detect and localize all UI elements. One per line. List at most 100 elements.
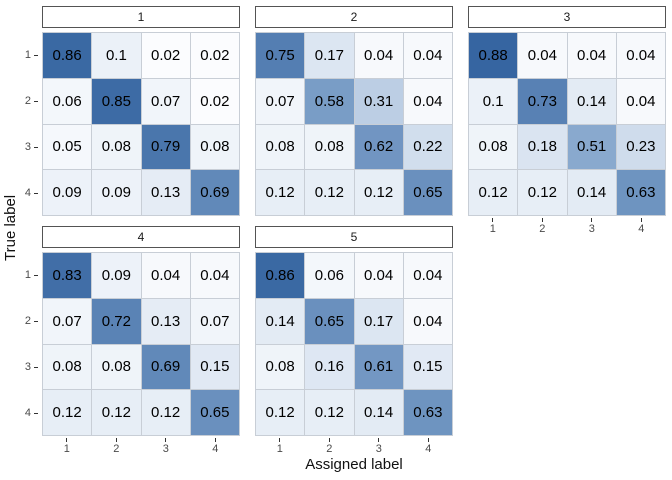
facet-strip: 5	[255, 226, 453, 248]
matrix-cell: 0.08	[305, 124, 355, 171]
x-tick: 3	[141, 438, 191, 464]
matrix-cell: 0.06	[305, 253, 355, 299]
y-axis-ticks: 1 2 3 4	[10, 32, 39, 216]
matrix-cell: 0.58	[305, 78, 355, 125]
matrix-cell: 0.62	[354, 124, 404, 171]
y-tick-mark-icon	[34, 54, 38, 56]
x-tick: 2	[305, 438, 355, 464]
y-tick: 3	[10, 344, 39, 390]
x-tick-label: 1	[63, 443, 70, 455]
matrix-cell: 0.16	[305, 344, 355, 391]
x-tick: 3	[567, 218, 617, 244]
matrix-cell: 0.14	[567, 170, 617, 216]
matrix-cell: 0.17	[354, 298, 404, 345]
matrix-cell: 0.12	[256, 390, 306, 436]
y-tick-mark-icon	[34, 274, 38, 276]
x-tick: 4	[191, 438, 241, 464]
matrix-cell: 0.08	[43, 344, 93, 391]
matrix-cell: 0.79	[141, 124, 191, 171]
y-tick-mark-icon	[34, 320, 38, 322]
matrix-cell: 0.1	[469, 78, 519, 125]
x-tick-label: 4	[638, 223, 645, 235]
x-tick-mark-icon	[165, 438, 167, 442]
matrix-cell: 0.07	[256, 78, 306, 125]
matrix-cell: 0.09	[92, 253, 142, 299]
y-tick-label: 3	[24, 141, 31, 153]
matrix-cell: 0.73	[518, 78, 568, 125]
x-tick: 1	[468, 218, 518, 244]
matrix-cell: 0.86	[256, 253, 306, 299]
matrix-cell: 0.07	[141, 78, 191, 125]
y-tick-label: 2	[24, 315, 31, 327]
y-axis-ticks: 1 2 3 4	[10, 252, 39, 436]
matrix-cell: 0.04	[403, 33, 453, 79]
matrix-cell: 0.08	[92, 344, 142, 391]
matrix-cell: 0.08	[469, 124, 519, 171]
y-tick: 3	[10, 124, 39, 170]
matrix-cell: 0.69	[190, 170, 240, 216]
confusion-matrix: 0.75 0.17 0.04 0.04 0.07 0.58 0.31 0.04 0.08 0.08…	[255, 32, 453, 216]
matrix-cell: 0.07	[190, 298, 240, 345]
facet-strip-label: 1	[137, 10, 145, 24]
x-tick-mark-icon	[214, 438, 216, 442]
matrix-cell: 0.31	[354, 78, 404, 125]
matrix-cell: 0.15	[190, 344, 240, 391]
matrix-cell: 0.04	[190, 253, 240, 299]
facet-strip: 2	[255, 6, 453, 28]
y-tick-label: 1	[24, 269, 31, 281]
matrix-cell: 0.14	[256, 298, 306, 345]
x-tick: 4	[404, 438, 454, 464]
matrix-cell: 0.12	[518, 170, 568, 216]
matrix-cell: 0.12	[354, 170, 404, 216]
matrix-cell: 0.12	[43, 390, 93, 436]
matrix-cell: 0.04	[616, 33, 666, 79]
facet-panel-4: 4 0.83 0.09 0.04 0.04 0.07 0.72 0.13 0.07 0.08 0.0…	[25, 226, 240, 455]
x-tick-mark-icon	[279, 438, 281, 442]
facet-strip-label: 4	[137, 230, 145, 244]
matrix-cell: 0.02	[190, 78, 240, 125]
matrix-cell: 0.63	[616, 170, 666, 216]
confusion-matrix: 0.86 0.06 0.04 0.04 0.14 0.65 0.17 0.04 0.08 0.16…	[255, 252, 453, 436]
y-tick-label: 3	[24, 361, 31, 373]
facet-strip: 3	[468, 6, 666, 28]
x-tick-label: 3	[162, 443, 169, 455]
y-tick: 1	[10, 252, 39, 298]
matrix-cell: 0.07	[43, 298, 93, 345]
facet-grid: 1 0.86 0.1 0.02 0.02 0.06 0.85 0.07 0.02 0.05 0.08…	[25, 6, 666, 455]
matrix-cell: 0.09	[92, 170, 142, 216]
matrix-cell: 0.12	[256, 170, 306, 216]
x-tick-label: 2	[113, 443, 120, 455]
matrix-cell: 0.14	[354, 390, 404, 436]
matrix-cell: 0.12	[92, 390, 142, 436]
facet-strip: 4	[42, 226, 240, 248]
matrix-cell: 0.06	[43, 78, 93, 125]
matrix-cell: 0.65	[403, 170, 453, 216]
x-tick: 4	[617, 218, 667, 244]
matrix-cell: 0.08	[190, 124, 240, 171]
x-tick-label: 4	[212, 443, 219, 455]
x-axis-ticks: 1 2 3 4	[42, 438, 240, 464]
matrix-cell: 0.12	[469, 170, 519, 216]
matrix-cell: 0.61	[354, 344, 404, 391]
matrix-cell: 0.02	[190, 33, 240, 79]
matrix-cell: 0.12	[305, 170, 355, 216]
y-tick-mark-icon	[34, 412, 38, 414]
x-tick: 2	[92, 438, 142, 464]
x-tick-mark-icon	[492, 218, 494, 222]
matrix-cell: 0.04	[567, 33, 617, 79]
matrix-cell: 0.17	[305, 33, 355, 79]
x-tick-mark-icon	[591, 218, 593, 222]
matrix-cell: 0.12	[141, 390, 191, 436]
matrix-cell: 0.86	[43, 33, 93, 79]
x-tick-label: 1	[489, 223, 496, 235]
matrix-cell: 0.04	[518, 33, 568, 79]
facet-panel-3: 3 0.88 0.04 0.04 0.04 0.1 0.73 0.14 0.04 0.08 0.18…	[468, 6, 666, 235]
matrix-cell: 0.22	[403, 124, 453, 171]
matrix-cell: 0.13	[141, 170, 191, 216]
x-tick-mark-icon	[66, 438, 68, 442]
matrix-cell: 0.12	[305, 390, 355, 436]
x-tick-label: 2	[326, 443, 333, 455]
facet-strip-label: 2	[350, 10, 358, 24]
matrix-cell: 0.04	[403, 298, 453, 345]
